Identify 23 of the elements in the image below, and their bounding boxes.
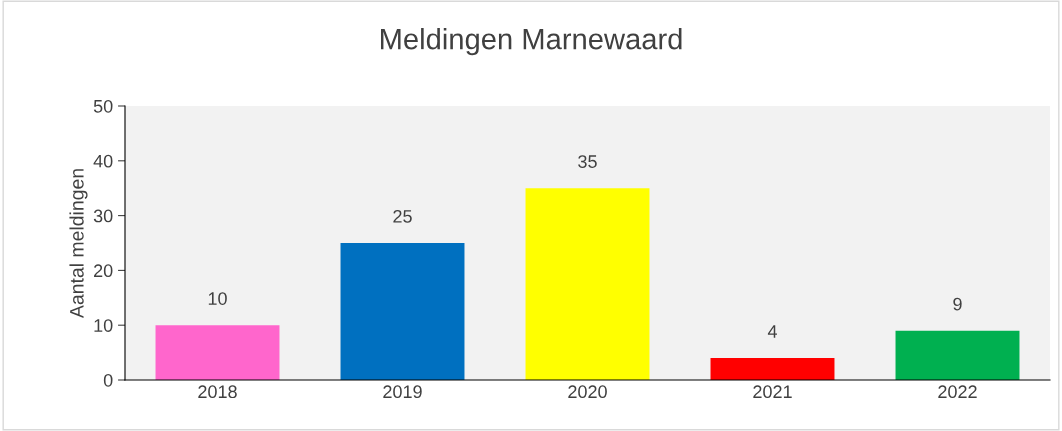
data-label: 35 <box>578 155 597 168</box>
y-tick-label: 10 <box>94 319 113 332</box>
x-tick-label: 2018 <box>198 385 237 399</box>
bar <box>710 358 835 380</box>
y-tick-label: 20 <box>94 264 113 278</box>
data-label: 9 <box>953 297 962 311</box>
x-tick-label: 2021 <box>753 385 792 399</box>
y-axis-title: Aantal meldingen <box>69 169 88 319</box>
data-label: 10 <box>208 292 227 305</box>
y-tick-label: 30 <box>93 209 113 223</box>
data-label: 25 <box>393 209 412 223</box>
bar <box>895 330 1020 380</box>
y-tick-label: 50 <box>93 99 113 113</box>
chart-title: Meldingen Marnewaard <box>381 28 682 56</box>
bar <box>155 325 280 380</box>
y-tick-label: 0 <box>103 373 113 387</box>
y-tick-label: 40 <box>93 154 113 168</box>
data-label: 4 <box>767 325 777 338</box>
x-tick-label: 2019 <box>383 385 422 399</box>
x-tick-label: 2022 <box>938 385 977 399</box>
x-tick-label: 2020 <box>568 385 607 399</box>
bar <box>525 188 650 380</box>
bar <box>340 243 465 380</box>
